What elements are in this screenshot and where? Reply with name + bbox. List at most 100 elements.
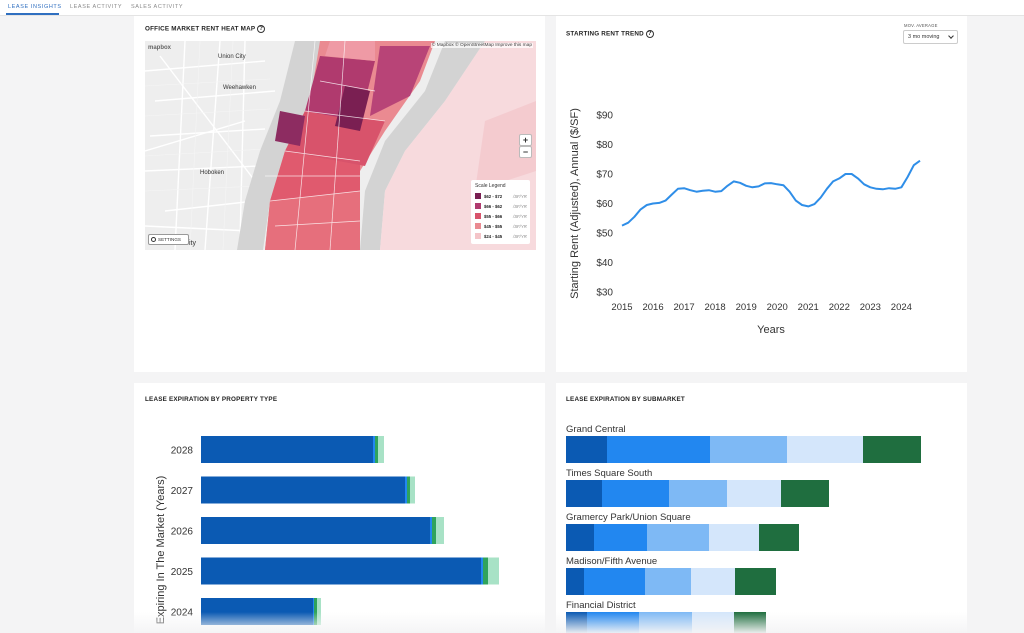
y-axis-label: Expiring In The Market (Years) (155, 476, 167, 625)
tab-sales-activity[interactable]: SALES ACTIVITY (131, 4, 184, 10)
x-tick-label: 2019 (736, 302, 757, 313)
bar-segment (375, 436, 378, 463)
bar-segment (488, 557, 499, 585)
rent-trend-line (621, 159, 921, 227)
trend-chart: $30 $40 $50 $60 $70 $80 $90 2015 2016 2017 2018 201… (569, 108, 921, 336)
bar-segment (566, 568, 584, 595)
expiration-by-type-card (134, 383, 545, 633)
bar-segment (607, 436, 710, 463)
trend-title-text: STARTING RENT TREND (566, 30, 644, 38)
legend-item: $24 - $45/SF/YR (475, 232, 527, 242)
by-type-chart: 20282027202620252024Expiring In The Mark… (155, 436, 499, 625)
chevron-down-icon (948, 33, 954, 39)
bar-segment (787, 436, 863, 463)
bar-segment (430, 517, 432, 544)
x-tick-label: 2024 (891, 302, 912, 313)
legend-swatch (475, 223, 481, 229)
tab-lease-activity[interactable]: LEASE ACTIVITY (70, 4, 123, 10)
zoom-out-button[interactable]: − (519, 146, 532, 158)
y-tick-label: $70 (596, 170, 613, 181)
bar-segment (566, 436, 607, 463)
map-attribution[interactable]: © Mapbox © OpenStreetMap Improve this ma… (430, 43, 533, 48)
bar-segment (566, 524, 594, 551)
bar-segment (201, 436, 373, 463)
question-circle-icon[interactable]: ? (645, 30, 654, 38)
heatmap-title-text: OFFICE MARKET RENT HEAT MAP (145, 25, 256, 33)
y-tick-label: $60 (596, 199, 613, 210)
moving-average-select[interactable]: 3 mo moving (903, 30, 958, 44)
bar-segment (405, 476, 407, 504)
tab-lease-insights[interactable]: LEASE INSIGHTS (8, 4, 62, 10)
zoom-in-button[interactable]: + (519, 134, 532, 146)
bar-segment (759, 524, 799, 551)
bar-segment (481, 557, 483, 585)
bar-segment (584, 568, 645, 595)
bar-segment (201, 557, 481, 585)
submarket-label: Financial District (566, 600, 636, 611)
x-tick-label: 2017 (674, 302, 695, 313)
legend-swatch (475, 233, 481, 239)
y-tick-label: $80 (596, 140, 613, 151)
rent-heat-map[interactable]: Union City Weehawken Hoboken ity mapbox … (145, 41, 536, 250)
top-nav: LEASE INSIGHTS LEASE ACTIVITY SALES ACTI… (0, 0, 1024, 16)
category-label: 2026 (171, 527, 194, 538)
legend-item: $62 - $72/SF/YR (475, 192, 527, 202)
trend-card (556, 16, 967, 372)
legend-item: $66 - $62/SF/YR (475, 202, 527, 212)
map-settings-button[interactable]: SETTINGS (148, 234, 189, 245)
bar-segment (314, 598, 317, 625)
map-label-hoboken: Hoboken (200, 170, 224, 176)
bar-segment (313, 598, 314, 625)
legend-item: $55 - $66/SF/YR (475, 212, 527, 222)
moving-average-value: 3 mo moving (908, 34, 940, 40)
category-label: 2025 (171, 567, 194, 578)
active-tab-indicator (6, 13, 59, 15)
bar-segment (735, 568, 776, 595)
legend-title: Scale Legend (475, 183, 506, 189)
bar-segment (645, 568, 691, 595)
x-tick-label: 2018 (705, 302, 726, 313)
bar-segment (602, 480, 669, 507)
bar-segment (669, 480, 727, 507)
x-tick-label: 2016 (642, 302, 663, 313)
bottom-fade (0, 612, 1024, 633)
bar-segment (566, 480, 602, 507)
legend-unit: /SF/YR (513, 204, 527, 209)
by-type-title: LEASE EXPIRATION BY PROPERTY TYPE (145, 396, 278, 403)
bar-segment (709, 524, 759, 551)
legend-swatch (475, 213, 481, 219)
y-tick-label: $40 (596, 258, 613, 269)
legend-range: $62 - $72 (484, 194, 503, 199)
by-submarket-title: LEASE EXPIRATION BY SUBMARKET (566, 396, 685, 403)
category-label: 2027 (171, 486, 194, 497)
bar-segment (436, 517, 444, 544)
x-axis-label: Years (757, 324, 785, 336)
y-tick-label: $30 (596, 288, 613, 299)
bar-segment (373, 436, 375, 463)
question-circle-icon[interactable]: ? (257, 25, 266, 33)
x-tick-label: 2023 (860, 302, 881, 313)
legend-range: $45 - $55 (484, 224, 503, 229)
x-tick-label: 2021 (798, 302, 819, 313)
heatmap-title: OFFICE MARKET RENT HEAT MAP? (145, 25, 266, 33)
legend-item: $45 - $55/SF/YR (475, 222, 527, 232)
legend-swatch (475, 203, 481, 209)
x-tick-label: 2022 (829, 302, 850, 313)
submarket-label: Grand Central (566, 424, 626, 435)
bar-segment (647, 524, 709, 551)
submarket-label: Madison/Fifth Avenue (566, 556, 657, 567)
category-label: 2028 (171, 446, 194, 457)
bar-segment (781, 480, 829, 507)
bar-segment (317, 598, 321, 625)
trend-title: STARTING RENT TREND? (566, 30, 654, 38)
bar-segment (201, 517, 430, 544)
bar-segment (863, 436, 921, 463)
legend-range: $55 - $66 (484, 214, 503, 219)
map-label-city-fragment: ity (189, 240, 197, 247)
legend-unit: /SF/YR (513, 224, 527, 229)
bar-segment (378, 436, 384, 463)
legend-unit: /SF/YR (513, 194, 527, 199)
moving-average-label: MOV. AVERAGE (904, 23, 938, 28)
map-canvas: Union City Weehawken Hoboken ity (145, 41, 536, 250)
bar-segment (407, 476, 410, 504)
